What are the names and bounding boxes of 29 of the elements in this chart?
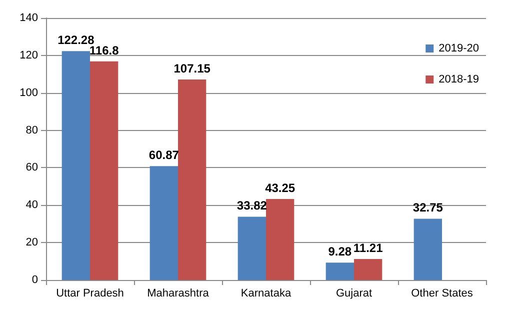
data-label: 11.21: [353, 241, 384, 256]
bar: [90, 61, 118, 280]
y-tick-label: 100: [20, 86, 38, 99]
legend-label: 2018-19: [438, 74, 480, 86]
bar: [238, 216, 266, 280]
x-tick-label: Maharashtra: [147, 288, 210, 300]
bar: [266, 199, 294, 280]
data-label: 107.15: [174, 61, 211, 76]
bar: [178, 79, 206, 280]
x-tick-label: Other States: [411, 288, 474, 300]
y-tick-label: 20: [26, 236, 38, 249]
y-tick-label: 0: [32, 274, 38, 286]
bar: [62, 51, 90, 280]
data-label: 32.75: [412, 200, 444, 215]
y-tick-label: 80: [26, 124, 38, 136]
bar: [354, 259, 382, 280]
x-tick-label: Karnataka: [240, 288, 292, 300]
y-tick-label: 60: [26, 162, 38, 174]
legend-label: 2019-20: [438, 42, 480, 54]
y-tick-label: 120: [20, 49, 38, 62]
bar: [150, 166, 178, 280]
y-tick-label: 140: [20, 12, 38, 24]
data-label: 43.25: [265, 181, 296, 196]
x-tick-label: Uttar Pradesh: [56, 288, 124, 300]
x-tick-label: Gujarat: [336, 288, 372, 300]
bar: [414, 218, 442, 280]
y-tick-label: 40: [26, 199, 38, 212]
bar: [326, 262, 354, 280]
data-label: 9.28: [328, 244, 352, 259]
